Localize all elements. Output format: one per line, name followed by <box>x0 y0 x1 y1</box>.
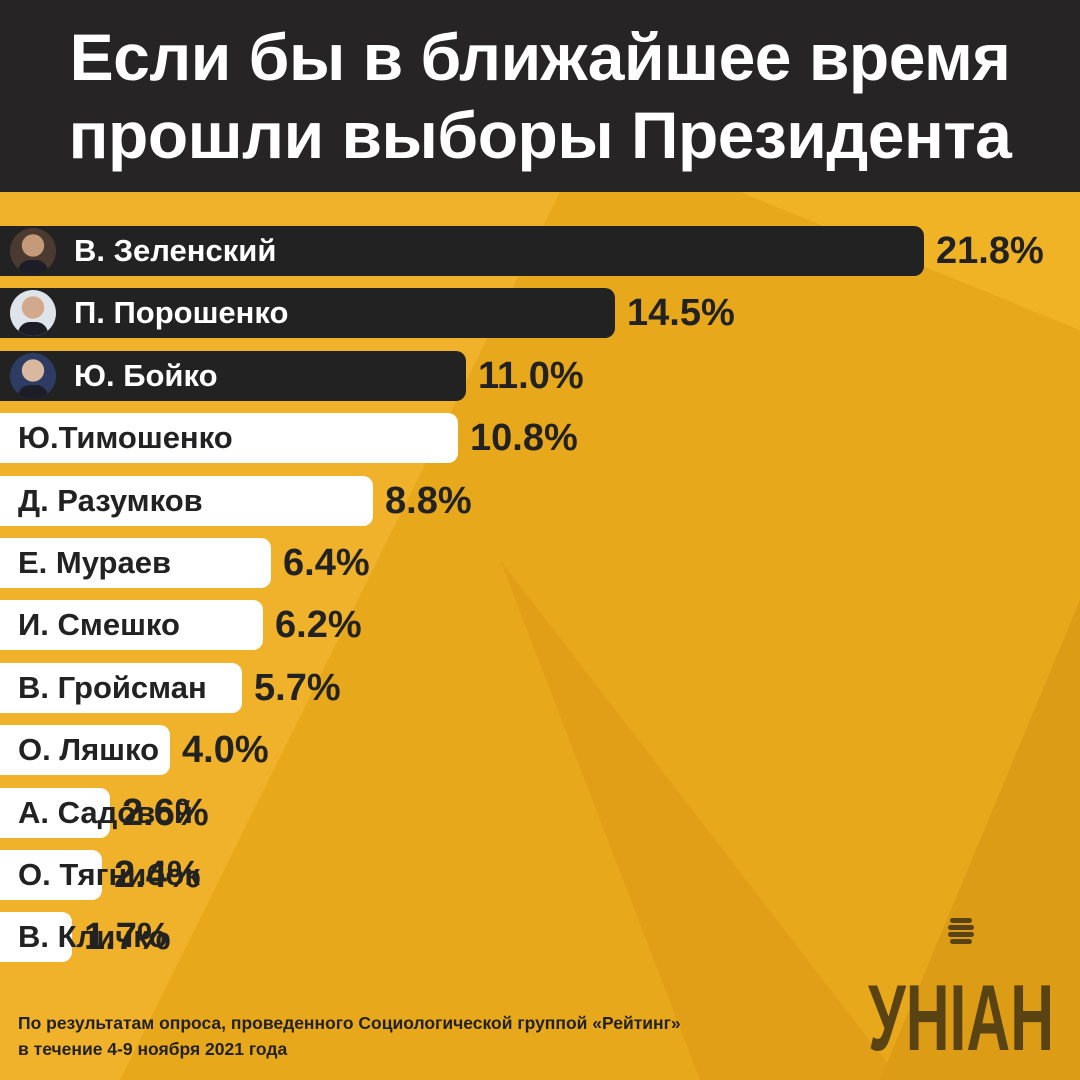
bar-11: В. Кличко <box>0 912 167 962</box>
bar-7: В. Гройсман <box>0 663 242 713</box>
bar-1: П. Порошенко <box>0 288 615 338</box>
value-label: 1.7% <box>84 916 171 958</box>
bar-label: Д. Разумков <box>18 483 203 518</box>
bar-10: О. Тягнибок <box>0 850 200 900</box>
bar-5: Е. Мураев <box>0 538 271 588</box>
bar-label: Ю. Бойко <box>74 358 218 393</box>
bar-0: В. Зеленский <box>0 226 924 276</box>
value-label: 21.8% <box>936 230 1044 272</box>
value-label: 8.8% <box>385 480 472 522</box>
value-label: 2.6% <box>122 792 209 834</box>
value-label: 10.8% <box>470 417 578 459</box>
value-label: 2.4% <box>114 854 201 896</box>
bar-label: В. Гройсман <box>18 670 207 705</box>
candidate-photo-icon <box>10 353 56 399</box>
source-footnote: По результатам опроса, проведенного Соци… <box>18 1010 681 1062</box>
value-label: 11.0% <box>478 355 584 397</box>
value-label: 6.2% <box>275 604 362 646</box>
title-line-2: прошли выборы Президента <box>68 98 1012 172</box>
bar-8: О. Ляшко <box>0 725 170 775</box>
bar-label: Е. Мураев <box>18 545 172 580</box>
bar-label: О. Ляшко <box>18 732 160 767</box>
value-label: 5.7% <box>254 667 341 709</box>
footnote-line-1: По результатам опроса, проведенного Соци… <box>18 1013 681 1033</box>
title-line-1: Если бы в ближайшее время <box>69 20 1011 94</box>
bar-label: В. Зеленский <box>74 233 277 268</box>
bar-label: В. Кличко <box>18 919 168 954</box>
value-label: 6.4% <box>283 542 370 584</box>
bar-3: Ю.Тимошенко <box>0 413 458 463</box>
bar-2: Ю. Бойко <box>0 351 466 401</box>
chart-title: Если бы в ближайшее время прошли выборы … <box>0 0 1080 192</box>
bar-label: П. Порошенко <box>74 295 289 330</box>
candidate-photo-icon <box>10 228 56 274</box>
candidate-photo-icon <box>10 290 56 336</box>
bar-label: Ю.Тимошенко <box>18 420 233 455</box>
microphone-icon <box>948 918 974 944</box>
footnote-line-2: в течение 4-9 ноября 2021 года <box>18 1039 288 1059</box>
bar-label: И. Смешко <box>18 607 180 642</box>
bar-label: А. Садовой <box>18 795 193 830</box>
value-label: 14.5% <box>627 292 735 334</box>
value-label: 4.0% <box>182 729 269 771</box>
bar-6: И. Смешко <box>0 600 263 650</box>
bar-4: Д. Разумков <box>0 476 373 526</box>
bar-9: А. Садовой <box>0 788 193 838</box>
unian-logo: УНІАН <box>868 918 1054 1054</box>
logo-wordmark: УНІАН <box>868 965 1054 1054</box>
bar-label: О. Тягнибок <box>18 857 200 892</box>
